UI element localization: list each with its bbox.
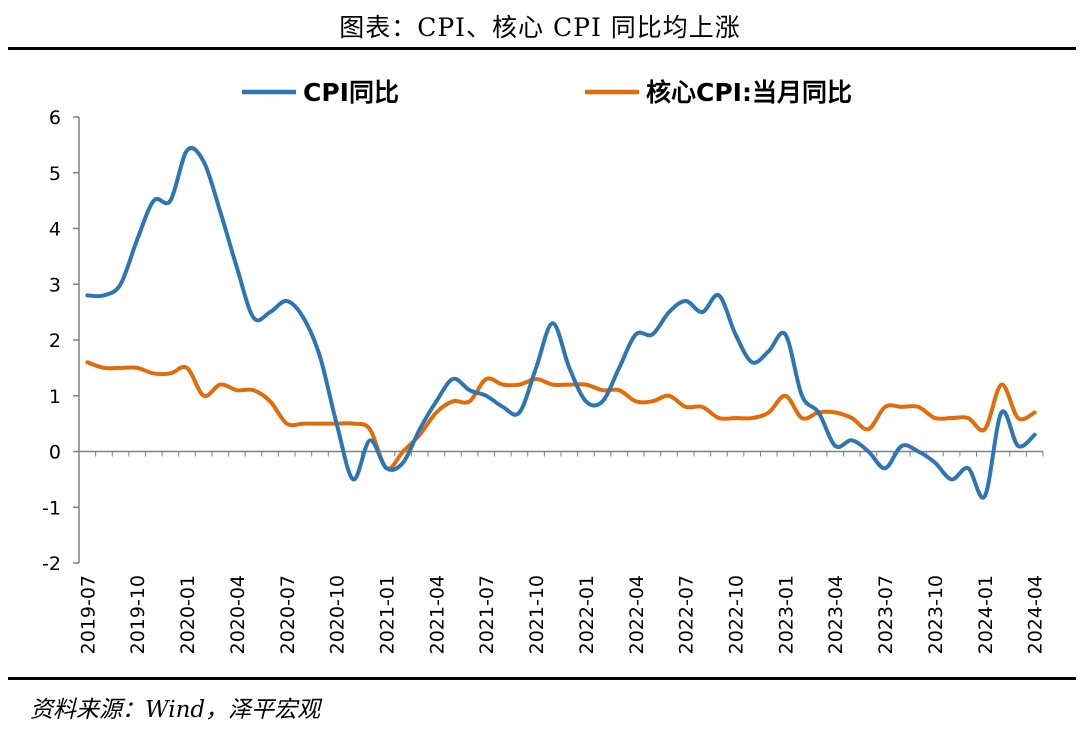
- x-tick-label: 2021-04: [426, 575, 448, 654]
- x-tick-label: 2021-01: [376, 575, 398, 654]
- y-tick-label: 0: [49, 442, 61, 464]
- x-tick-label: 2024-01: [975, 575, 997, 654]
- source-note: 资料来源：Wind，泽平宏观: [30, 697, 321, 723]
- x-tick-label: 2022-04: [626, 575, 648, 654]
- y-tick-label: 2: [49, 330, 61, 352]
- x-tick-label: 2021-07: [476, 575, 498, 654]
- y-tick-label: -2: [42, 553, 61, 575]
- series-line-core-cpi: [85, 360, 1037, 471]
- y-tick-label: 1: [49, 386, 61, 408]
- x-tick-label: 2023-01: [775, 575, 797, 654]
- chart-title: 图表：CPI、核心 CPI 同比均上涨: [339, 13, 741, 42]
- y-tick-label: -1: [42, 497, 61, 519]
- x-tick-label: 2024-04: [1025, 575, 1047, 654]
- x-tick-label: 2021-10: [526, 575, 548, 654]
- x-tick-label: 2019-07: [77, 575, 99, 654]
- x-tick-label: 2023-10: [925, 575, 947, 654]
- x-tick-label: 2020-10: [327, 575, 349, 654]
- bottom-rule: [8, 677, 1076, 680]
- x-tick-label: 2020-07: [277, 575, 299, 654]
- x-tick-label: 2020-01: [177, 575, 199, 654]
- y-tick-label: 4: [49, 219, 61, 241]
- top-rule: [8, 47, 1076, 50]
- legend-core-cpi-label: 核心CPI:当月同比: [646, 78, 852, 107]
- legend-cpi-label: CPI同比: [303, 78, 399, 107]
- x-tick-label: 2022-10: [726, 575, 748, 654]
- x-tick-label: 2023-07: [875, 575, 897, 654]
- x-tick-label: 2019-10: [127, 575, 149, 654]
- x-tick-label: 2023-04: [825, 575, 847, 654]
- x-tick-label: 2020-04: [227, 575, 249, 654]
- x-tick-label: 2022-01: [576, 575, 598, 654]
- y-tick-label: 3: [49, 274, 61, 296]
- x-tick-label: 2022-07: [676, 575, 698, 654]
- y-tick-label: 5: [49, 163, 61, 185]
- series-line-cpi: [85, 146, 1037, 500]
- y-tick-label: 6: [49, 107, 61, 129]
